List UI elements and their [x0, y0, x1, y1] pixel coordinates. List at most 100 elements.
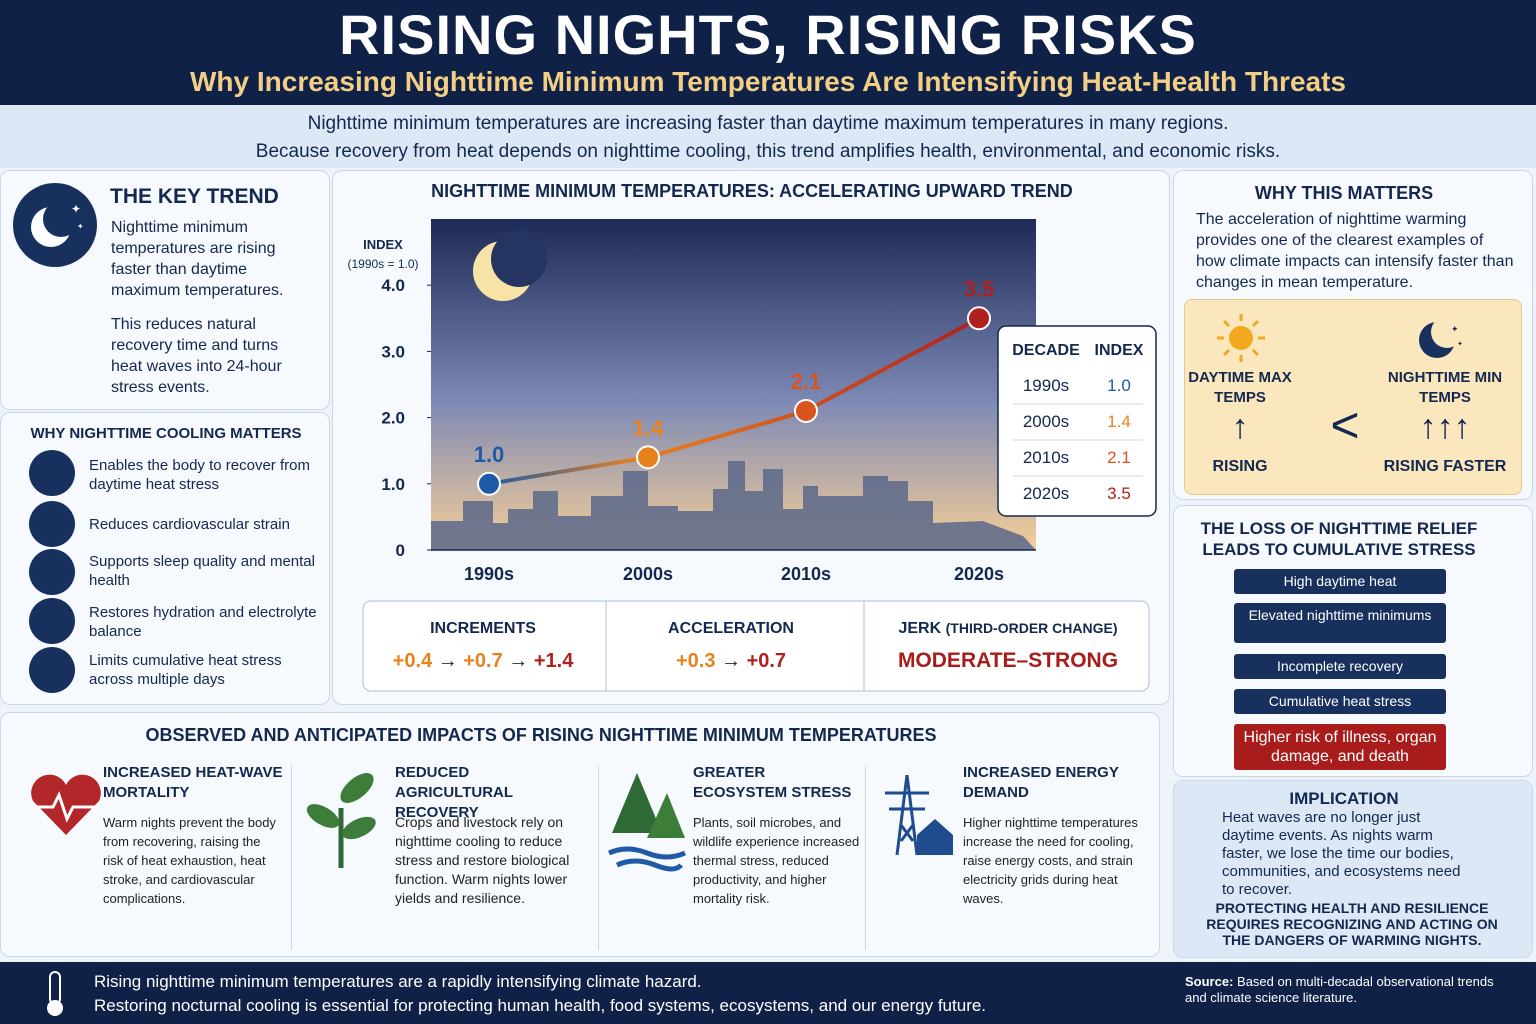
cascade-step: Elevated nighttime minimums: [1234, 603, 1446, 643]
y-tick-label: 2.0: [381, 409, 405, 428]
y-axis-note: (1990s = 1.0): [347, 257, 418, 271]
point: [794, 398, 818, 423]
metric-value: +1.4: [534, 650, 574, 672]
x-tick-label: 1990s: [464, 564, 514, 584]
value-label: 3.5: [964, 276, 995, 301]
metric-title: ACCELERATION: [668, 620, 794, 637]
moon-shadow: [491, 231, 547, 287]
impact-title: INCREASED HEAT-WAVE MORTALITY: [103, 764, 283, 801]
chart: NIGHTTIME MINIMUM TEMPERATURES: ACCELERA…: [347, 181, 1157, 692]
cooling-item: Enables the body to recover from daytime…: [89, 457, 310, 493]
source-label: Source:: [1185, 974, 1234, 989]
compare-symbol: <: [1330, 397, 1360, 453]
svg-text:✦: ✦: [71, 202, 81, 216]
compare-status: RISING FASTER: [1383, 458, 1507, 475]
point: [967, 306, 991, 331]
data-table: DECADE INDEX 1990s 1.0 2000s 1.4 2010s 2.1 202…: [997, 325, 1157, 517]
value-label: 1.0: [474, 442, 505, 467]
intro-line: Nighttime minimum temperatures are incre…: [307, 113, 1229, 134]
footer-line: Rising nighttime minimum temperatures ar…: [94, 972, 702, 991]
y-tick-label: 1.0: [381, 475, 405, 494]
moon-icon: ✦✦: [1419, 316, 1463, 358]
table-header: DECADE: [1012, 342, 1080, 359]
why-panel: WHY THIS MATTERS The acceleration of nig…: [1173, 170, 1533, 500]
footer-line: Restoring nocturnal cooling is essential…: [94, 996, 987, 1015]
header: RISING NIGHTS, RISING RISKS Why Increasi…: [0, 0, 1536, 105]
sun-icon: [1217, 314, 1265, 362]
compare-label: NIGHTTIME MIN TEMPS: [1387, 369, 1503, 406]
source-text: Based on multi-decadal observational tre…: [1185, 974, 1494, 1005]
emphasis: PROTECTING HEALTH AND RESILIENCE REQUIRE…: [1206, 900, 1498, 948]
shield-icon: [29, 647, 75, 693]
cooling-item: Limits cumulative heat stress across mul…: [89, 652, 282, 688]
paragraph: The acceleration of nighttime warming pr…: [1196, 211, 1514, 291]
compare-arrows: ↑: [1231, 408, 1249, 446]
table-cell: 2020s: [1023, 484, 1069, 503]
table-cell: 2010s: [1023, 448, 1069, 467]
compare-box: ✦ ✦ DAYTIME MAX TEMPS ↑ RISING < NIGHTTIM…: [1184, 299, 1522, 495]
svg-text:✦: ✦: [77, 222, 84, 231]
section-title: OBSERVED AND ANTICIPATED IMPACTS OF RISI…: [145, 725, 937, 745]
metric-note: (THIRD-ORDER CHANGE): [946, 620, 1118, 636]
section-title: WHY THIS MATTERS: [1254, 183, 1434, 203]
moon-icon: ✦✦: [13, 183, 97, 267]
metric-value: +0.7: [747, 650, 786, 672]
table-cell: 1990s: [1023, 376, 1069, 395]
impact-text: Plants, soil microbes, and wildlife expe…: [693, 815, 860, 906]
heart-icon: [29, 501, 75, 547]
impacts-panel: OBSERVED AND ANTICIPATED IMPACTS OF RISI…: [0, 712, 1160, 957]
source: Source: Based on multi-decadal observati…: [1185, 974, 1505, 1006]
arrow: →: [721, 650, 741, 672]
metric-value: MODERATE–STRONG: [898, 649, 1118, 672]
cooling-item: Reduces cardiovascular strain: [89, 516, 290, 533]
tree-icon: [607, 773, 687, 872]
implication-panel: IMPLICATION Heat waves are no longer jus…: [1173, 780, 1533, 958]
svg-text:✦: ✦: [1457, 340, 1463, 348]
table-cell: 3.5: [1107, 484, 1131, 503]
table-cell: 2.1: [1107, 448, 1131, 467]
arrow: →: [508, 650, 528, 672]
cascade-panel: THE LOSS OF NIGHTTIME RELIEF LEADS TO CU…: [1173, 505, 1533, 777]
intro-line: Because recovery from heat depends on ni…: [255, 141, 1281, 162]
footer-text: Rising nighttime minimum temperatures ar…: [94, 970, 986, 1018]
x-tick-label: 2010s: [781, 564, 831, 584]
impact-text: Crops and livestock rely on nighttime co…: [395, 814, 570, 906]
table-cell: 2000s: [1023, 412, 1069, 431]
y-tick-label: 3.0: [381, 342, 405, 361]
y-axis-label: INDEX: [363, 237, 403, 252]
metric-values: +0.3 → +0.7: [676, 650, 786, 672]
compare-label: DAYTIME MAX TEMPS: [1188, 369, 1292, 406]
cascade-step: Cumulative heat stress: [1234, 689, 1446, 714]
section-title: IMPLICATION: [1289, 789, 1399, 808]
compare-status: RISING: [1212, 458, 1268, 475]
cascade-step: Higher risk of illness, organ damage, an…: [1234, 724, 1446, 770]
impact-text: Warm nights prevent the body from recove…: [103, 815, 276, 906]
impact-title: INCREASED ENERGY DEMAND: [963, 764, 1119, 801]
paragraph: Heat waves are no longer just daytime ev…: [1222, 809, 1461, 898]
metric-value: +0.3: [676, 650, 715, 672]
x-tick-label: 2020s: [954, 564, 1004, 584]
paragraph: Nighttime minimum temperatures are risin…: [111, 219, 284, 299]
table-cell: 1.4: [1107, 412, 1131, 431]
cooling-item: Supports sleep quality and mental health: [89, 553, 315, 589]
y-tick-label: 4.0: [381, 276, 405, 295]
metric-value: +0.4: [393, 650, 433, 672]
thermometer-icon: [47, 971, 63, 1016]
table-box: [997, 325, 1157, 517]
value-label: 1.4: [633, 415, 664, 440]
section-title: THE KEY TREND: [110, 185, 279, 208]
impact-text: Higher nighttime temperatures increase t…: [963, 815, 1138, 906]
energy-icon: [885, 775, 953, 856]
x-tick-label: 2000s: [623, 564, 673, 584]
point: [636, 445, 660, 470]
plant-icon: [306, 773, 376, 868]
divider: [598, 765, 599, 950]
chart-panel: NIGHTTIME MINIMUM TEMPERATURES: ACCELERA…: [332, 170, 1170, 705]
cooling-panel: WHY NIGHTTIME COOLING MATTERS Enables th…: [0, 412, 330, 705]
divider: [865, 765, 866, 950]
drop-icon: [29, 598, 75, 644]
divider: [291, 765, 292, 950]
skyline: [431, 461, 1036, 550]
key-trend-panel: ✦ ✦ THE KEY TREND Nighttime minimum tempe…: [0, 170, 330, 410]
